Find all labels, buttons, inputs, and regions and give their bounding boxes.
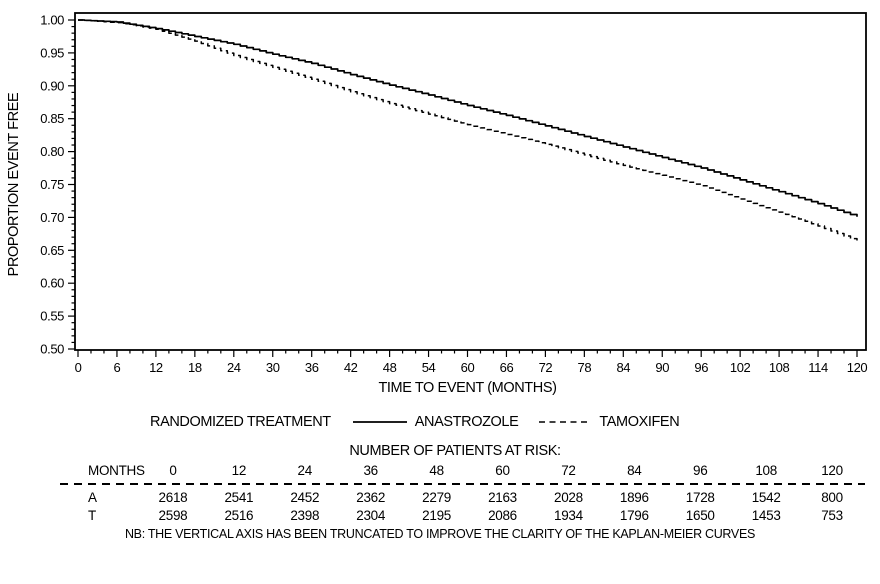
risk-month-header: 108: [755, 462, 777, 478]
risk-month-header: 48: [429, 462, 444, 478]
risk-count: 1542: [751, 489, 781, 505]
risk-count: 2279: [422, 489, 451, 505]
x-tick-label: 30: [266, 360, 280, 375]
x-tick-label: 42: [344, 360, 358, 375]
risk-row-label: T: [88, 507, 96, 523]
risk-count: 1896: [619, 489, 649, 505]
risk-count: 2304: [356, 507, 386, 523]
x-tick-label: 12: [149, 360, 163, 375]
tamoxifen-curve: [78, 19, 858, 242]
risk-count: 2598: [158, 507, 188, 523]
y-tick-label: 0.80: [40, 144, 64, 159]
legend-label-anastrozole: ANASTROZOLE: [414, 414, 519, 430]
y-tick-label: 0.75: [40, 177, 64, 192]
x-tick-label: 120: [847, 360, 868, 375]
y-tick-label: 0.85: [40, 111, 64, 126]
x-tick-label: 108: [769, 360, 790, 375]
risk-months-label: MONTHS: [88, 462, 145, 478]
risk-count: 2541: [224, 489, 254, 505]
tamoxifen-line-icon: [539, 421, 592, 423]
y-tick-label: 0.55: [40, 309, 64, 324]
risk-month-header: 0: [169, 462, 177, 478]
x-tick-label: 66: [500, 360, 514, 375]
y-tick-label: 0.70: [40, 210, 64, 225]
chart-legend: RANDOMIZED TREATMENT ANASTROZOLE TAMOXIF…: [0, 411, 880, 433]
legend-title: RANDOMIZED TREATMENT: [150, 414, 331, 430]
legend-label-tamoxifen: TAMOXIFEN: [599, 414, 680, 430]
risk-count: 1650: [685, 507, 715, 523]
x-tick-label: 36: [305, 360, 319, 375]
risk-month-header: 84: [627, 462, 642, 478]
risk-count: 2163: [488, 489, 517, 505]
risk-count: 1728: [685, 489, 715, 505]
x-axis-title: TIME TO EVENT (MONTHS): [378, 380, 556, 396]
y-tick-label: 0.50: [40, 342, 64, 357]
risk-month-header: 60: [495, 462, 510, 478]
anastrozole-line-icon: [352, 421, 407, 423]
y-axis-title: PROPORTION EVENT FREE: [6, 92, 22, 276]
risk-row-label: A: [88, 489, 97, 505]
risk-count: 2362: [356, 489, 386, 505]
y-tick-label: 0.65: [40, 243, 64, 258]
truncation-note: NB: THE VERTICAL AXIS HAS BEEN TRUNCATED…: [124, 527, 756, 541]
risk-count: 1934: [553, 507, 583, 523]
risk-count: 2398: [290, 507, 320, 523]
anastrozole-curve: [78, 19, 858, 217]
risk-count: 800: [821, 489, 843, 505]
x-tick-label: 6: [114, 360, 121, 375]
risk-table: MONTHS 0 12 24 36 48 60 72 84 96 108 120 A 2618 2541 24…: [60, 461, 865, 524]
y-tick-label: 1.00: [40, 13, 64, 28]
x-tick-label: 78: [578, 360, 592, 375]
x-tick-label: 90: [655, 360, 669, 375]
risk-month-header: 36: [363, 462, 378, 478]
y-tick-label: 0.60: [40, 276, 64, 291]
x-tick-label: 18: [188, 360, 202, 375]
risk-month-header: 12: [231, 462, 247, 478]
y-tick-label: 0.95: [40, 45, 64, 60]
x-tick-label: 60: [461, 360, 475, 375]
x-tick-label: 24: [227, 360, 241, 375]
risk-month-header: 72: [561, 462, 576, 478]
x-tick-label: 84: [616, 360, 630, 375]
x-tick-label: 0: [75, 360, 82, 375]
x-tick-label: 102: [730, 360, 751, 375]
x-tick-label: 48: [383, 360, 397, 375]
risk-count: 2195: [422, 507, 451, 523]
risk-count: 2516: [224, 507, 254, 523]
risk-table-title: NUMBER OF PATIENTS AT RISK:: [349, 443, 561, 459]
risk-count: 1796: [619, 507, 649, 523]
risk-month-header: 96: [693, 462, 708, 478]
plot-frame: [74, 12, 867, 351]
x-tick-label: 114: [808, 360, 828, 375]
y-tick-label: 0.90: [40, 78, 64, 93]
x-tick-label: 72: [539, 360, 553, 375]
risk-count: 2086: [488, 507, 517, 523]
risk-month-header: 120: [821, 462, 843, 478]
x-tick-label: 54: [422, 360, 436, 375]
risk-table-divider: [60, 483, 865, 485]
risk-count: 2452: [290, 489, 320, 505]
patients-at-risk-section: NUMBER OF PATIENTS AT RISK: MONTHS 0 12 24 3…: [0, 443, 880, 541]
risk-count: 1453: [751, 507, 781, 523]
risk-count: 2618: [158, 489, 188, 505]
risk-month-header: 24: [297, 462, 313, 478]
risk-count: 2028: [553, 489, 583, 505]
risk-count: 753: [821, 507, 843, 523]
km-chart: 0.50 0.55 0.60 0.65 0.70 0.75 0.80 0.85 0.90 0.95…: [6, 12, 868, 396]
x-tick-label: 96: [694, 360, 708, 375]
